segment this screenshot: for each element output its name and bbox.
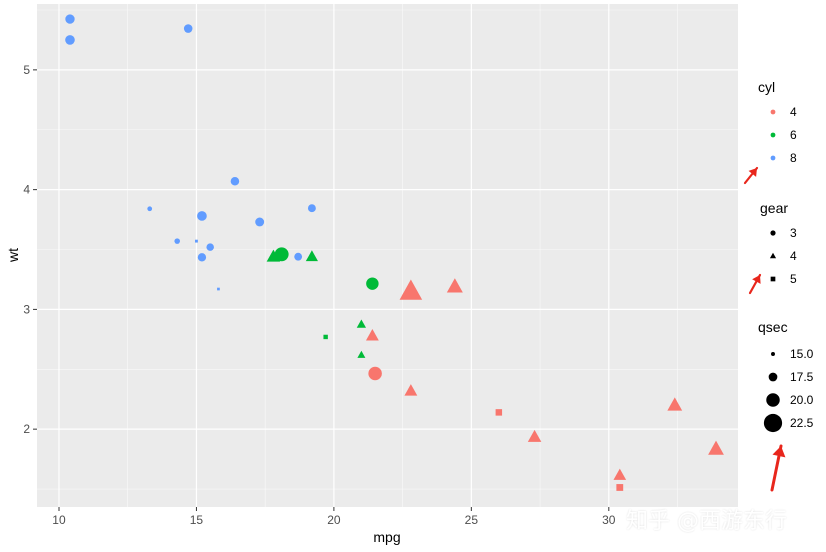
data-points [65,14,724,491]
data-point [206,243,214,251]
data-point [667,397,683,411]
data-point [495,409,503,416]
data-point [197,253,207,262]
y-tick-label: 2 [23,422,30,436]
legend-key-gear [770,276,776,282]
legend-label: 5 [790,272,797,286]
data-point [65,35,75,45]
data-point [365,328,379,341]
legend-key-qsec [768,372,778,382]
data-point [404,384,418,396]
legend-key-qsec [771,352,775,356]
legend-label: 8 [790,151,797,165]
data-point [708,440,724,455]
annotation-arrow-head [748,168,757,177]
legend-key-cyl [770,132,776,138]
data-point [307,204,316,213]
watermark-text: 知乎 @西游东行 [626,509,787,534]
data-point [147,206,153,212]
x-tick-label: 25 [465,513,479,527]
data-point [294,252,303,261]
data-point [446,278,463,293]
y-axis-title: wt [5,248,21,263]
legend-label: 3 [790,226,797,240]
legend-key-qsec [763,413,783,433]
data-point [357,350,366,358]
legend-title-gear: gear [760,200,788,216]
data-point [197,211,207,221]
data-point [305,250,318,262]
data-point [356,319,367,328]
data-point [274,247,289,262]
data-point [183,24,193,33]
data-point [613,468,627,480]
grid-major [37,4,738,507]
data-point [527,429,542,442]
plot-panel [37,4,738,507]
data-point [368,366,382,381]
y-tick-label: 4 [23,183,30,197]
y-tick-label: 5 [23,63,30,77]
legend-label: 4 [790,249,797,263]
legend-label: 4 [790,105,797,119]
legend-label: 22.5 [790,416,814,430]
y-axis: 2 3 4 5 [23,63,37,436]
data-point [399,279,423,300]
x-axis-title: mpg [373,529,400,545]
x-tick-label: 30 [602,513,616,527]
annotation-arrow-head [752,275,761,284]
x-tick-label: 20 [327,513,341,527]
x-tick-label: 10 [52,513,66,527]
data-point [366,277,379,290]
legend-label: 6 [790,128,797,142]
data-point [255,217,265,227]
legend-key-gear [769,252,777,259]
data-point [323,334,328,340]
legend-title-cyl: cyl [758,79,775,95]
legend-key-cyl [770,109,776,115]
data-point [266,249,281,262]
data-point [217,287,220,291]
legend-title-qsec: qsec [758,319,788,335]
legend-label: 15.0 [790,347,814,361]
data-point [616,484,624,491]
grid-minor [37,4,738,507]
data-point [195,239,198,243]
x-tick-label: 15 [190,513,204,527]
annotation-arrows [743,166,786,492]
legend-key-qsec [766,393,780,407]
legend-key-cyl [770,155,776,161]
annotation-arrow-head [772,446,786,458]
data-point [65,14,75,24]
data-point [174,238,180,244]
data-point [230,176,240,186]
y-tick-label: 3 [23,302,30,316]
legend-key-gear [770,230,776,236]
legend-label: 17.5 [790,370,814,384]
legend-label: 20.0 [790,393,814,407]
x-axis: 10 15 20 25 30 [52,507,616,527]
